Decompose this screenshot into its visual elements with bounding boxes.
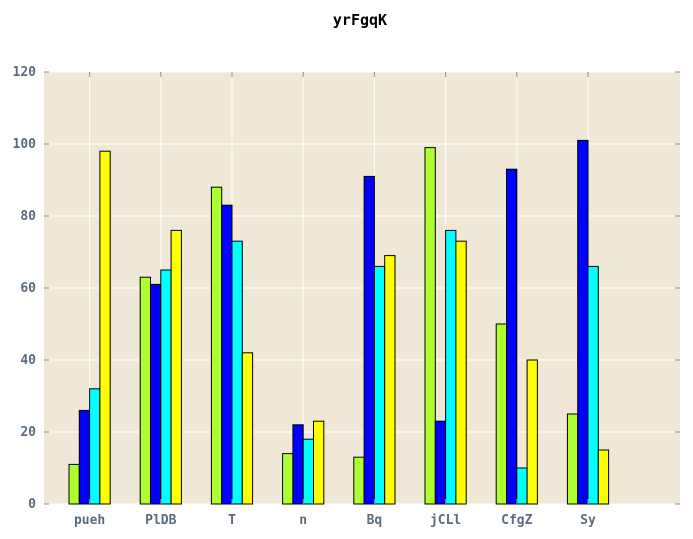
x-tick-label: pueh — [74, 513, 105, 528]
bar-n-series-3 — [302, 438, 315, 505]
bar-Sy-series-1 — [566, 413, 579, 505]
bar-PlDB-series-2 — [150, 283, 162, 505]
bar-jCLl-series-3 — [445, 229, 457, 505]
bar-Bq-series-1 — [353, 456, 365, 505]
y-tick-label: 120 — [13, 65, 37, 80]
y-tick-label: 100 — [13, 137, 37, 152]
bar-T-series-3 — [231, 240, 243, 505]
bar-pueh-series-2 — [78, 409, 91, 505]
bar-pueh-series-4 — [99, 150, 111, 505]
bar-n-series-1 — [282, 453, 294, 505]
bar-Sy-series-4 — [597, 449, 610, 505]
y-axis: 0 20 40 60 80 100 120 — [13, 65, 680, 512]
y-tick-label: 0 — [28, 497, 36, 512]
bar-jCLl-series-4 — [455, 240, 467, 505]
x-tick-label: PlDB — [145, 513, 176, 528]
x-tick-label: n — [299, 513, 307, 528]
bar-PlDB-series-3 — [160, 269, 172, 505]
bar-T-series-1 — [210, 186, 223, 505]
bar-T-series-4 — [241, 352, 254, 505]
x-tick-label: Bq — [367, 513, 383, 528]
x-tick-label: jCLl — [430, 513, 461, 528]
bar-Sy-series-2 — [577, 139, 589, 505]
y-tick-label: 80 — [20, 209, 36, 224]
bar-n-series-4 — [313, 420, 325, 505]
bar-Sy-series-3 — [587, 265, 599, 505]
bars — [68, 139, 610, 505]
bar-PlDB-series-4 — [170, 229, 182, 505]
y-tick-label: 40 — [20, 353, 36, 368]
bar-Bq-series-4 — [384, 255, 396, 505]
bar-Bq-series-3 — [373, 265, 386, 505]
x-tick-label: Sy — [580, 513, 596, 528]
bar-n-series-2 — [292, 424, 304, 505]
x-tick-label: T — [228, 513, 236, 528]
x-tick-label: CfgZ — [501, 513, 532, 528]
bar-CfgZ-series-2 — [506, 168, 518, 505]
bar-jCLl-series-2 — [434, 420, 447, 505]
bar-pueh-series-3 — [89, 388, 101, 505]
bar-jCLl-series-1 — [424, 147, 436, 505]
bar-PlDB-series-1 — [139, 276, 151, 505]
y-tick-label: 60 — [20, 281, 36, 296]
bar-CfgZ-series-4 — [526, 359, 538, 505]
bar-T-series-2 — [221, 204, 233, 505]
bar-Bq-series-2 — [363, 175, 375, 505]
bar-CfgZ-series-1 — [495, 323, 508, 505]
bar-pueh-series-1 — [68, 463, 80, 505]
y-tick-label: 20 — [20, 425, 36, 440]
chart-title: yrFgqK — [333, 11, 387, 29]
bar-CfgZ-series-3 — [516, 467, 528, 505]
